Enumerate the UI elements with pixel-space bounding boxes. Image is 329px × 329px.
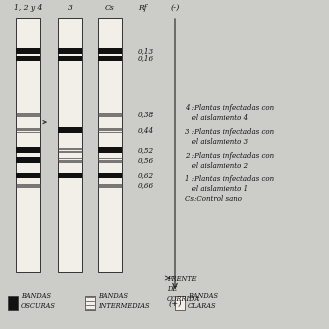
Text: 3: 3: [67, 4, 72, 12]
Text: 1, 2 y 4: 1, 2 y 4: [14, 4, 42, 12]
Text: FRENTE
DE
CORRIDA: FRENTE DE CORRIDA: [167, 275, 200, 303]
Bar: [58, 48, 82, 54]
Text: 3 :Plantas infectadas con
   el aislamiento 3: 3 :Plantas infectadas con el aislamiento…: [185, 128, 274, 146]
Text: 0,62: 0,62: [138, 171, 154, 180]
Text: Cs: Cs: [105, 4, 115, 12]
Bar: [98, 173, 122, 178]
Text: 0,56: 0,56: [138, 156, 154, 164]
Text: 2 :Plantas infectadas con
   el aislamiento 2: 2 :Plantas infectadas con el aislamiento…: [185, 152, 274, 170]
Bar: [8, 296, 18, 310]
Text: 0,52: 0,52: [138, 146, 154, 154]
Bar: [58, 127, 82, 133]
Bar: [98, 147, 122, 153]
Bar: [98, 18, 122, 272]
Text: 0,13: 0,13: [138, 47, 154, 55]
Bar: [85, 296, 95, 310]
Text: (+): (+): [168, 300, 182, 308]
Text: Rf: Rf: [138, 4, 147, 12]
Bar: [16, 56, 40, 62]
Bar: [16, 48, 40, 54]
Text: 0,44: 0,44: [138, 126, 154, 134]
Text: Cs:Control sano: Cs:Control sano: [185, 195, 242, 203]
Text: BANDAS
CLARAS: BANDAS CLARAS: [188, 292, 218, 310]
Text: 0,66: 0,66: [138, 182, 154, 190]
Bar: [16, 147, 40, 153]
Bar: [58, 56, 82, 62]
Bar: [58, 173, 82, 178]
Text: 0,38: 0,38: [138, 111, 154, 118]
Text: 1 :Plantas infectadas con
   el aislamiento 1: 1 :Plantas infectadas con el aislamiento…: [185, 175, 274, 193]
Text: BANDAS
INTERMEDIAS: BANDAS INTERMEDIAS: [98, 292, 149, 310]
Bar: [58, 18, 82, 272]
Bar: [98, 48, 122, 54]
Bar: [98, 56, 122, 62]
Text: 0,16: 0,16: [138, 55, 154, 63]
Bar: [16, 158, 40, 163]
Bar: [16, 173, 40, 178]
Bar: [175, 296, 185, 310]
Text: 4 :Plantas infectadas con
   el aislamiento 4: 4 :Plantas infectadas con el aislamiento…: [185, 104, 274, 122]
Bar: [16, 18, 40, 272]
Text: (-): (-): [170, 4, 180, 12]
Text: BANDAS
OSCURAS: BANDAS OSCURAS: [21, 292, 56, 310]
